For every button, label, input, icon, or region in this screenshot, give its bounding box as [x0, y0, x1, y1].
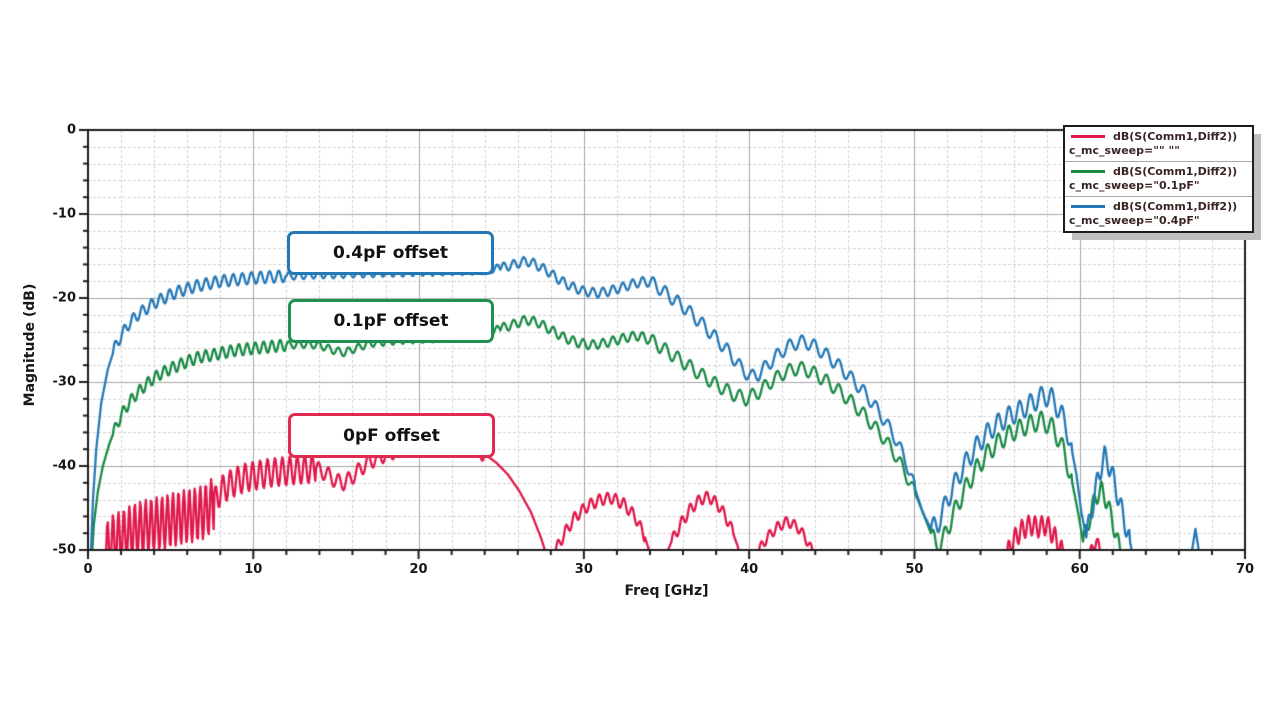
annotation-callout-0pf: 0pF offset	[288, 413, 495, 458]
legend-entry-0-1pf-expression: dB(S(Comm1,Diff2))	[1113, 165, 1238, 178]
annotation-callout-0-4pf-label: 0.4pF offset	[332, 243, 449, 263]
legend-entry-0pf-expression: dB(S(Comm1,Diff2))	[1113, 130, 1238, 143]
y-axis-title: Magnitude (dB)	[22, 283, 38, 407]
legend-entry-0-4pf: dB(S(Comm1,Diff2)) c_mc_sweep="0.4pF"	[1065, 196, 1252, 231]
legend: dB(S(Comm1,Diff2)) c_mc_sweep="" "" dB(S…	[1063, 125, 1254, 233]
legend-entry-0pf: dB(S(Comm1,Diff2)) c_mc_sweep="" ""	[1065, 127, 1252, 161]
annotation-callout-0-1pf-label: 0.1pF offset	[333, 311, 449, 331]
legend-entry-0-1pf-sweep: c_mc_sweep="0.1pF"	[1069, 179, 1200, 192]
x-axis-title: Freq [GHz]	[624, 583, 709, 599]
annotation-callout-0-4pf: 0.4pF offset	[287, 231, 494, 275]
legend-swatch-green-line	[1071, 170, 1105, 173]
legend-entry-0-4pf-expression: dB(S(Comm1,Diff2))	[1113, 200, 1238, 213]
legend-entry-0-1pf: dB(S(Comm1,Diff2)) c_mc_sweep="0.1pF"	[1065, 161, 1252, 196]
legend-swatch-blue-line	[1071, 205, 1105, 208]
annotation-callout-0-1pf: 0.1pF offset	[288, 299, 494, 343]
legend-entry-0-4pf-sweep: c_mc_sweep="0.4pF"	[1069, 214, 1200, 227]
legend-entry-0pf-sweep: c_mc_sweep="" ""	[1069, 144, 1180, 157]
legend-swatch-red-line	[1071, 135, 1105, 138]
annotation-callout-0pf-label: 0pF offset	[343, 425, 440, 446]
